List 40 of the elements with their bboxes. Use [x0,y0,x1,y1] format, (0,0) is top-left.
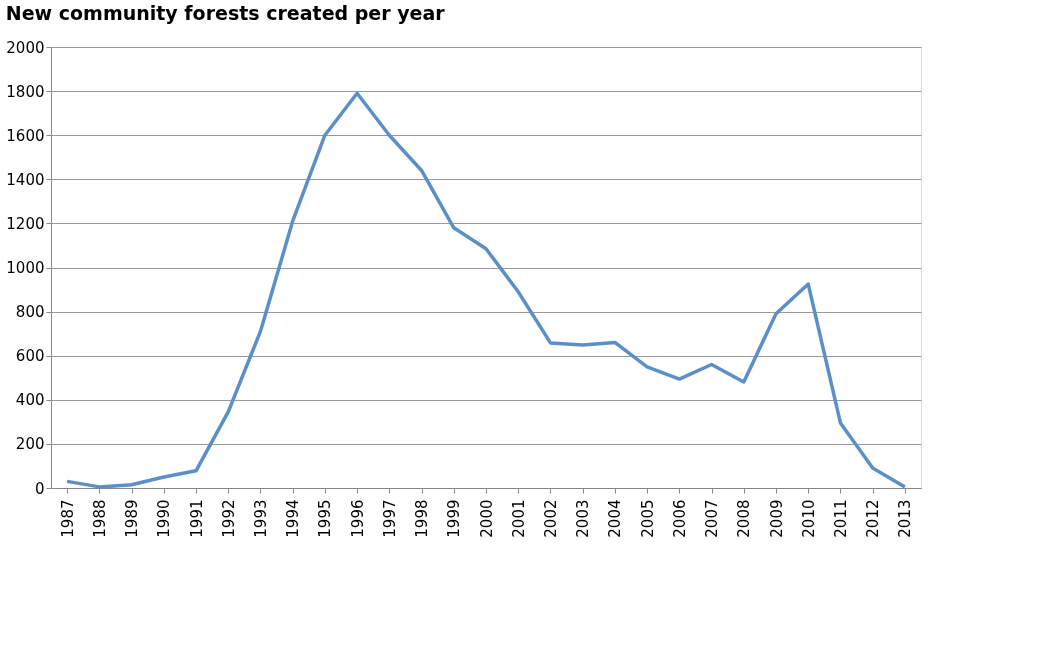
y-tick-label: 400 [15,391,45,410]
y-tick-label: 800 [15,303,45,322]
x-tick-label: 2000 [477,499,496,538]
x-tick-label: 1989 [123,499,142,538]
y-tick-label: 600 [15,347,45,366]
y-tick-label: 200 [15,435,45,454]
y-tick-label: 1200 [6,214,45,233]
x-tick-label: 2003 [574,499,593,538]
x-tick-label: 2004 [606,499,625,538]
x-tick-label: 2008 [735,499,754,538]
x-tick-label: 1996 [348,499,367,538]
x-tick-label: 1998 [413,499,432,538]
line-series [65,91,907,489]
y-tick-label: 1000 [6,259,45,277]
x-tick-label: 1995 [316,499,335,538]
x-tick-label: 1994 [284,499,303,538]
y-tick-label: 1800 [6,82,45,101]
x-tick-label: 2012 [864,499,883,538]
x-tick-label: 1991 [187,499,206,538]
y-tick-label: 0 [34,479,45,498]
x-tick-label: 2013 [896,499,915,538]
y-tick-label: 1600 [6,126,45,145]
y-tick-label: 2000 [6,38,45,57]
x-tick-label: 1990 [155,499,174,538]
x-tick-label: 2007 [703,499,722,538]
x-tick-label: 2002 [541,499,560,538]
x-tick-label: 2001 [509,499,528,538]
x-tick-label: 2011 [831,499,850,538]
x-tick-label: 1987 [58,499,77,538]
x-tick-label: 1992 [219,499,238,538]
x-tick-label: 1997 [380,499,399,538]
x-tick-label: 2010 [799,499,818,538]
x-tick-label: 1988 [90,499,109,538]
x-tick-label: 2005 [638,499,657,538]
x-tick-label: 1999 [445,499,464,538]
x-tick-label: 2009 [767,499,786,538]
chart-title: New community forests created per year [5,2,446,24]
y-tick-label: 1400 [6,170,45,189]
x-tick-label: 2006 [670,499,689,538]
x-tick-label: 1993 [251,499,270,538]
